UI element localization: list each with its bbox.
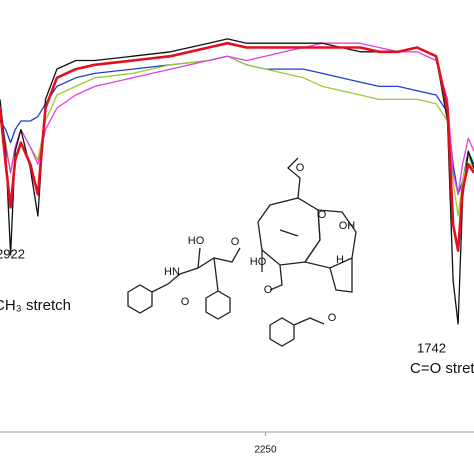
atom-label: HO	[188, 235, 205, 247]
x-tick-label: 2250	[254, 445, 277, 456]
atom-label: O	[318, 209, 327, 221]
atom-label: O	[264, 284, 273, 296]
cyclohexadiene-ring	[269, 317, 295, 347]
annotation: 2922	[0, 246, 25, 261]
atom-label: O	[328, 312, 337, 324]
atom-label: HN	[164, 266, 180, 278]
atom-label: O	[296, 162, 305, 174]
annotation: 1742	[417, 340, 446, 355]
atom-label: OH	[339, 220, 356, 232]
acetate	[287, 157, 301, 199]
annotation: C=O stretch	[410, 360, 474, 377]
bond	[213, 257, 219, 292]
atom-label: O	[181, 296, 190, 308]
spectrum-line	[0, 38, 474, 325]
spectrum-line	[0, 41, 474, 252]
oxetane	[329, 258, 353, 293]
phenyl-ring	[205, 290, 231, 320]
benzene-ring	[127, 284, 153, 314]
atom-label: O	[231, 236, 240, 248]
ester	[269, 264, 283, 291]
bond	[279, 229, 299, 237]
spectrum-line	[0, 42, 474, 196]
ring-system	[303, 209, 357, 269]
atom-label: H	[336, 254, 344, 266]
bond	[197, 247, 201, 269]
bond	[293, 317, 325, 326]
atom-label: HO	[250, 256, 267, 268]
annotation: CH₃ stretch	[0, 297, 71, 314]
spectrum-line	[0, 55, 474, 196]
ring-system	[257, 197, 321, 266]
